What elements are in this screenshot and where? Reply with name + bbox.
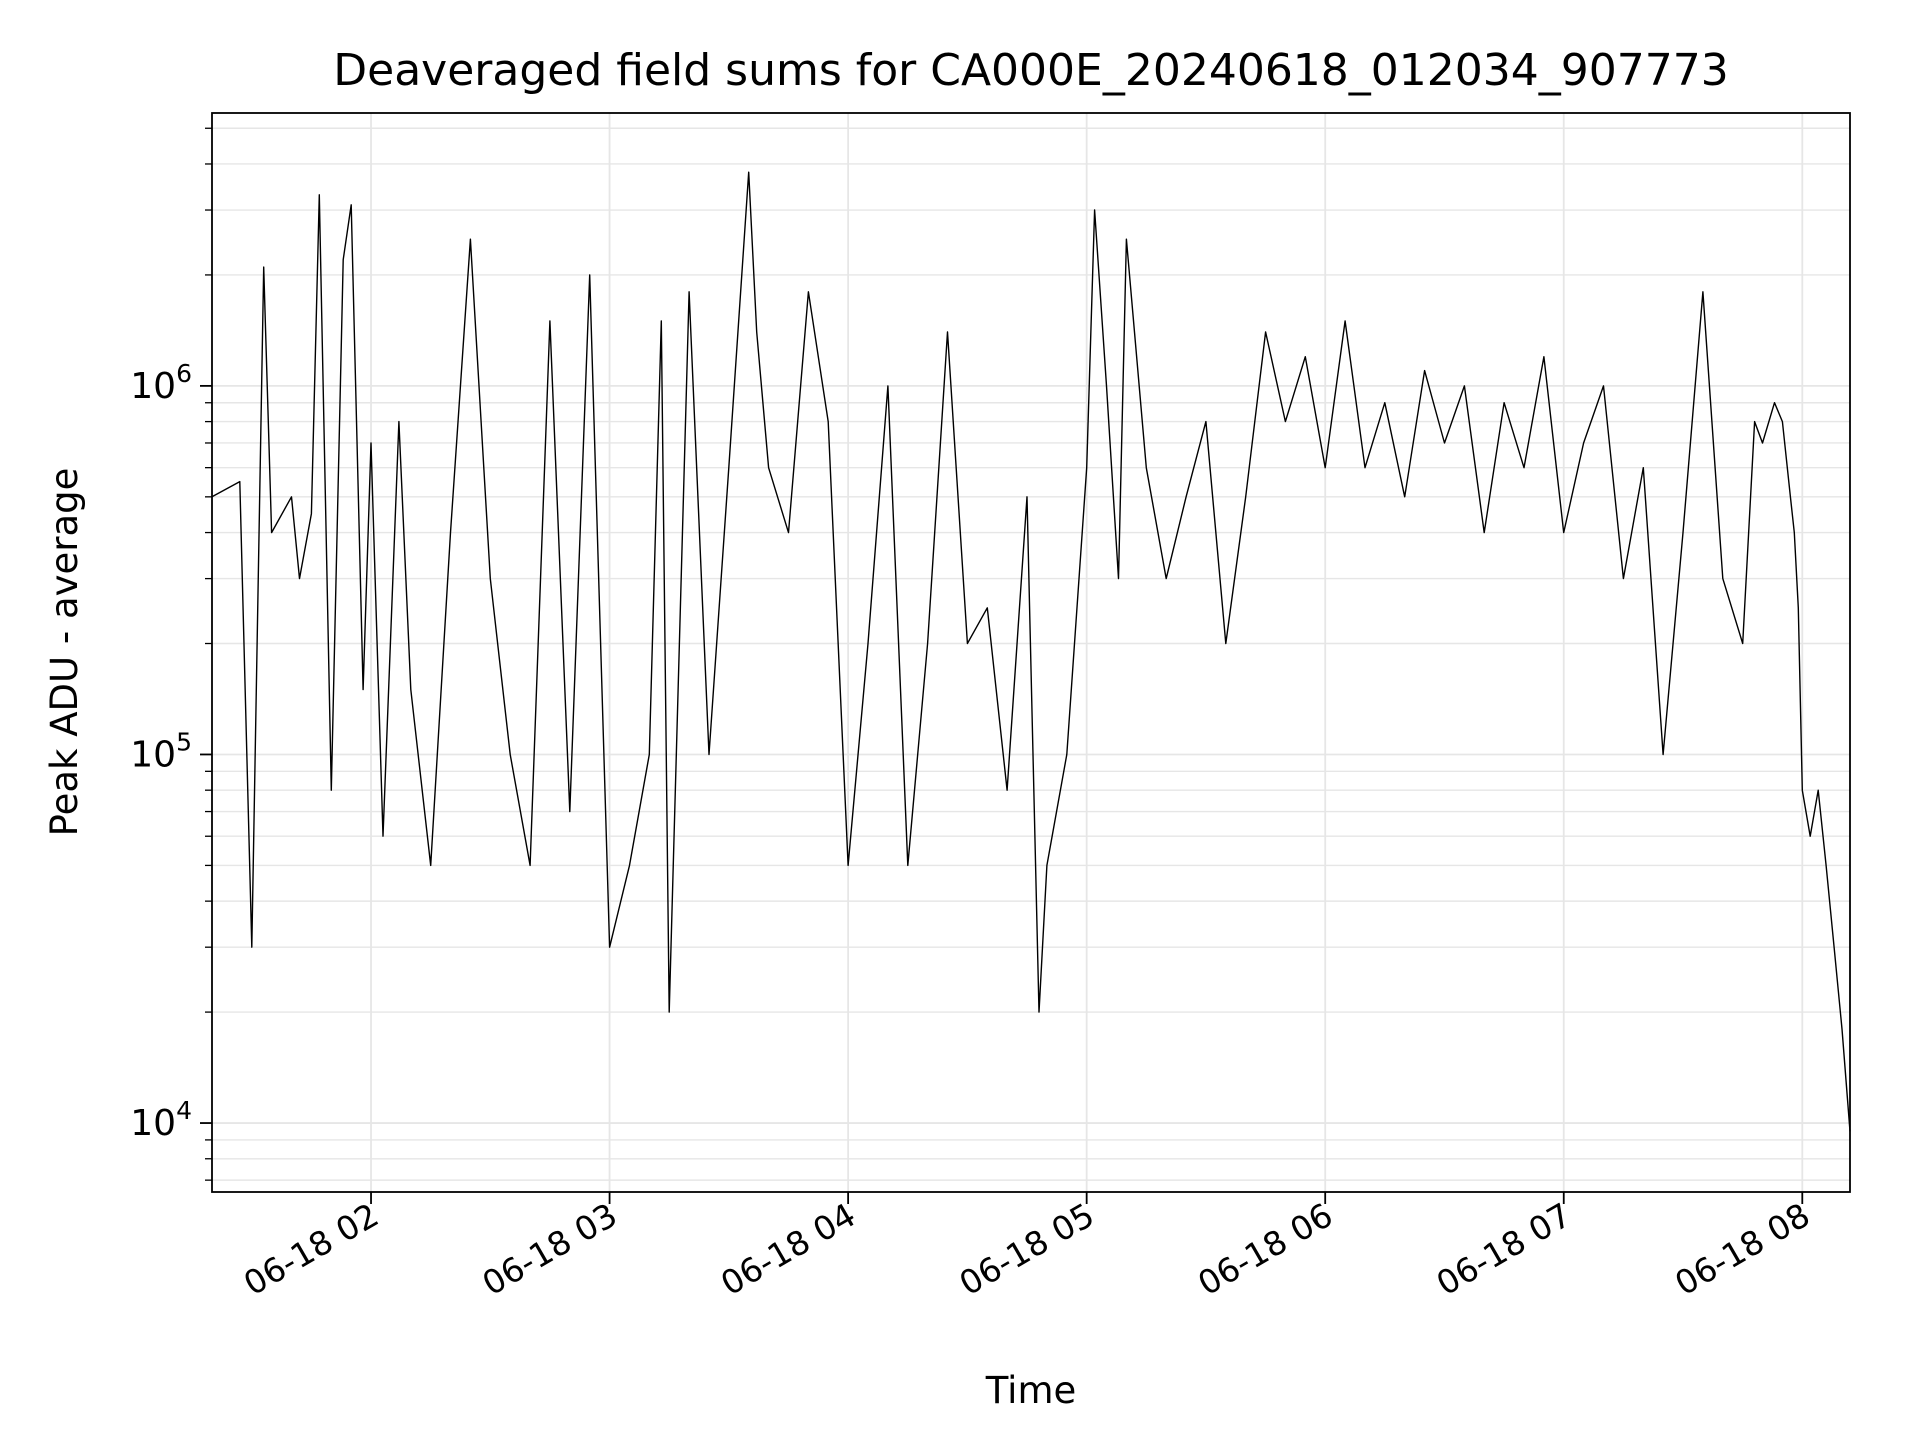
x-axis-label: Time [985,1369,1077,1412]
chart-title: Deaveraged field sums for CA000E_2024061… [333,45,1728,96]
y-axis: 104 105 106 [130,127,212,1181]
y-axis-label: Peak ADU - average [43,468,86,837]
series-line [211,171,1851,1132]
y-tick-label: 106 [130,359,192,407]
y-tick-label: 105 [130,727,192,775]
axes-frame [211,112,1851,1193]
y-tick-label: 104 [130,1096,192,1144]
